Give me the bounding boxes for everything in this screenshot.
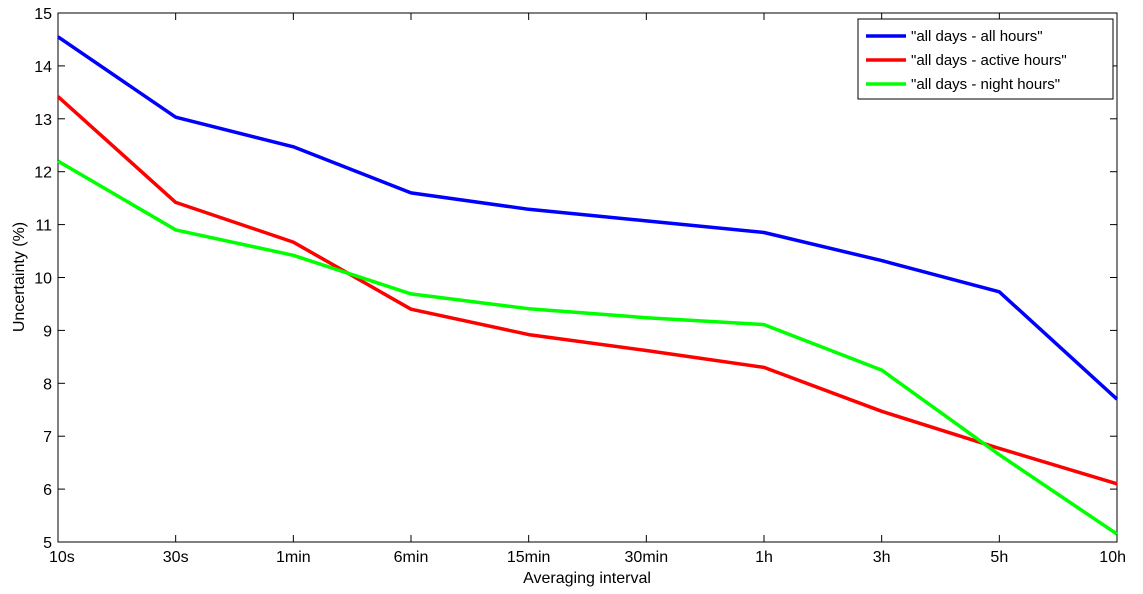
y-tick-label: 12 xyxy=(34,165,52,182)
legend-label-all-hours: "all days - all hours" xyxy=(911,28,1043,45)
legend-label-active-hours: "all days - active hours" xyxy=(911,52,1067,69)
x-axis: 10s 30s 1min 6min 15min 30min 1h 3h 5h 10h xyxy=(49,13,1126,566)
series-line-night-hours xyxy=(57,159,1118,536)
y-axis: 5 6 7 8 9 10 11 12 13 14 15 xyxy=(34,6,1117,552)
series-line-active-hours xyxy=(56,95,1118,486)
x-tick-label: 1min xyxy=(276,549,311,566)
series-line-all-hours xyxy=(57,35,1119,401)
y-tick-label: 15 xyxy=(34,6,52,23)
x-tick-label: 10h xyxy=(1099,549,1126,566)
x-tick-label: 6min xyxy=(394,549,429,566)
x-tick-label: 30s xyxy=(163,549,189,566)
x-tick-label: 10s xyxy=(49,549,75,566)
y-tick-label: 6 xyxy=(43,482,52,499)
x-tick-label: 15min xyxy=(507,549,551,566)
x-tick-label: 1h xyxy=(755,549,773,566)
legend-label-night-hours: "all days - night hours" xyxy=(911,76,1060,93)
x-tick-label: 3h xyxy=(873,549,891,566)
y-tick-label: 11 xyxy=(35,218,52,235)
y-tick-label: 8 xyxy=(43,376,52,393)
y-tick-label: 13 xyxy=(34,112,52,129)
y-tick-label: 14 xyxy=(34,59,52,76)
legend: "all days - all hours" "all days - activ… xyxy=(857,18,1114,100)
y-tick-label: 5 xyxy=(43,535,52,552)
y-tick-label: 9 xyxy=(43,323,52,340)
x-tick-label: 5h xyxy=(990,549,1008,566)
series-lines xyxy=(56,35,1119,536)
y-axis-label: Uncertainty (%) xyxy=(11,222,28,332)
x-axis-label: Averaging interval xyxy=(523,570,651,587)
y-tick-label: 10 xyxy=(34,271,52,288)
y-tick-label: 7 xyxy=(43,429,52,446)
x-tick-label: 30min xyxy=(625,549,669,566)
